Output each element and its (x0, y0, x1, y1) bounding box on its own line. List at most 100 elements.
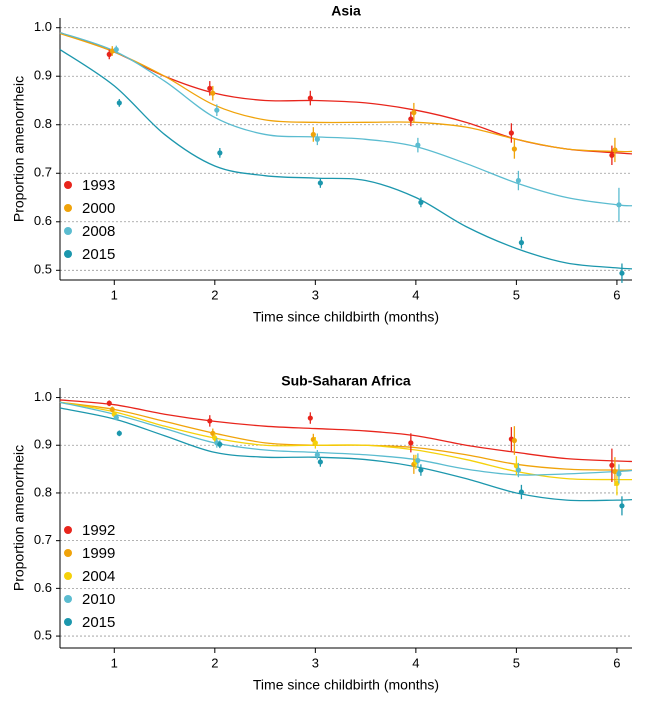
legend-label: 2015 (82, 614, 115, 631)
y-tick-label: 0.7 (34, 532, 52, 547)
y-tick-label: 1.0 (34, 389, 52, 404)
legend-label: 1993 (82, 177, 115, 194)
point (109, 406, 115, 413)
legend-marker (64, 181, 72, 189)
point (515, 467, 522, 473)
point (317, 180, 323, 186)
point (508, 130, 514, 136)
x-axis-label: Time since childbirth (months) (253, 677, 439, 693)
point (612, 468, 618, 475)
legend-label: 2000 (82, 200, 115, 217)
legend-label: 1999 (82, 545, 115, 562)
point (616, 471, 622, 477)
y-tick-label: 1.0 (34, 19, 52, 34)
fit-curve (59, 407, 633, 502)
y-tick-label: 0.9 (34, 68, 52, 83)
point (317, 459, 323, 465)
y-tick-label: 0.5 (34, 628, 52, 643)
point (310, 131, 316, 138)
point (312, 440, 318, 446)
x-axis-label: Time since childbirth (months) (253, 309, 439, 325)
point (210, 430, 216, 436)
x-tick-label: 2 (211, 655, 218, 670)
point (511, 146, 517, 152)
point (518, 240, 525, 246)
legend-marker (64, 618, 72, 626)
legend-label: 2004 (82, 568, 115, 585)
legend-marker (64, 526, 72, 534)
point (511, 437, 517, 444)
x-tick-label: 1 (111, 655, 118, 670)
point (106, 51, 112, 57)
point (314, 452, 320, 458)
point (513, 463, 519, 469)
fit-curve (59, 401, 633, 471)
point (217, 441, 223, 447)
point (106, 400, 112, 406)
point (619, 270, 625, 276)
point (113, 414, 119, 421)
fit-curve (59, 48, 633, 270)
point (307, 95, 313, 101)
point (408, 116, 414, 122)
y-axis-label: Proportion amenorrheic (11, 445, 27, 591)
y-tick-label: 0.8 (34, 484, 52, 499)
point (210, 90, 216, 96)
y-tick-label: 0.5 (34, 262, 52, 277)
point (307, 415, 313, 421)
chart-title: Asia (331, 3, 361, 19)
point (619, 503, 625, 509)
point (116, 100, 122, 106)
legend-marker (64, 595, 72, 603)
fit-curve (59, 32, 633, 153)
fit-curve (59, 401, 633, 476)
legend-marker (64, 204, 72, 212)
x-tick-label: 6 (613, 287, 620, 302)
point (207, 418, 213, 424)
legend-label: 2010 (82, 591, 115, 608)
point (314, 136, 320, 142)
point (207, 85, 213, 91)
x-tick-label: 3 (312, 287, 319, 302)
chart-title: Sub-Saharan Africa (281, 373, 411, 389)
point (415, 457, 421, 464)
y-tick-label: 0.8 (34, 116, 52, 131)
point (418, 467, 424, 473)
point (609, 462, 615, 468)
y-axis-label: Proportion amenorrheic (11, 76, 27, 222)
legend-label: 2008 (82, 223, 115, 240)
point (214, 107, 220, 113)
point (217, 150, 223, 156)
point (116, 430, 122, 436)
x-tick-label: 4 (412, 655, 419, 670)
y-tick-label: 0.6 (34, 213, 52, 228)
x-tick-label: 5 (513, 655, 520, 670)
x-tick-label: 3 (312, 655, 319, 670)
point (616, 202, 622, 208)
point (109, 48, 115, 54)
point (411, 110, 417, 116)
fit-curve (59, 31, 633, 207)
y-tick-label: 0.7 (34, 165, 52, 180)
point (518, 489, 525, 495)
x-tick-label: 6 (613, 655, 620, 670)
point (515, 177, 522, 184)
x-tick-label: 4 (412, 287, 419, 302)
y-tick-label: 0.6 (34, 580, 52, 595)
x-tick-label: 5 (513, 287, 520, 302)
point (415, 142, 421, 148)
point (408, 440, 414, 446)
legend-marker (64, 250, 72, 258)
legend-marker (64, 227, 72, 235)
legend-marker (64, 549, 72, 557)
fit-curve (59, 31, 633, 155)
x-tick-label: 1 (111, 287, 118, 302)
y-tick-label: 0.9 (34, 437, 52, 452)
legend-label: 1992 (82, 522, 115, 539)
point (212, 435, 218, 441)
legend-marker (64, 572, 72, 580)
point (113, 46, 119, 53)
x-tick-label: 2 (211, 287, 218, 302)
point (612, 147, 618, 153)
